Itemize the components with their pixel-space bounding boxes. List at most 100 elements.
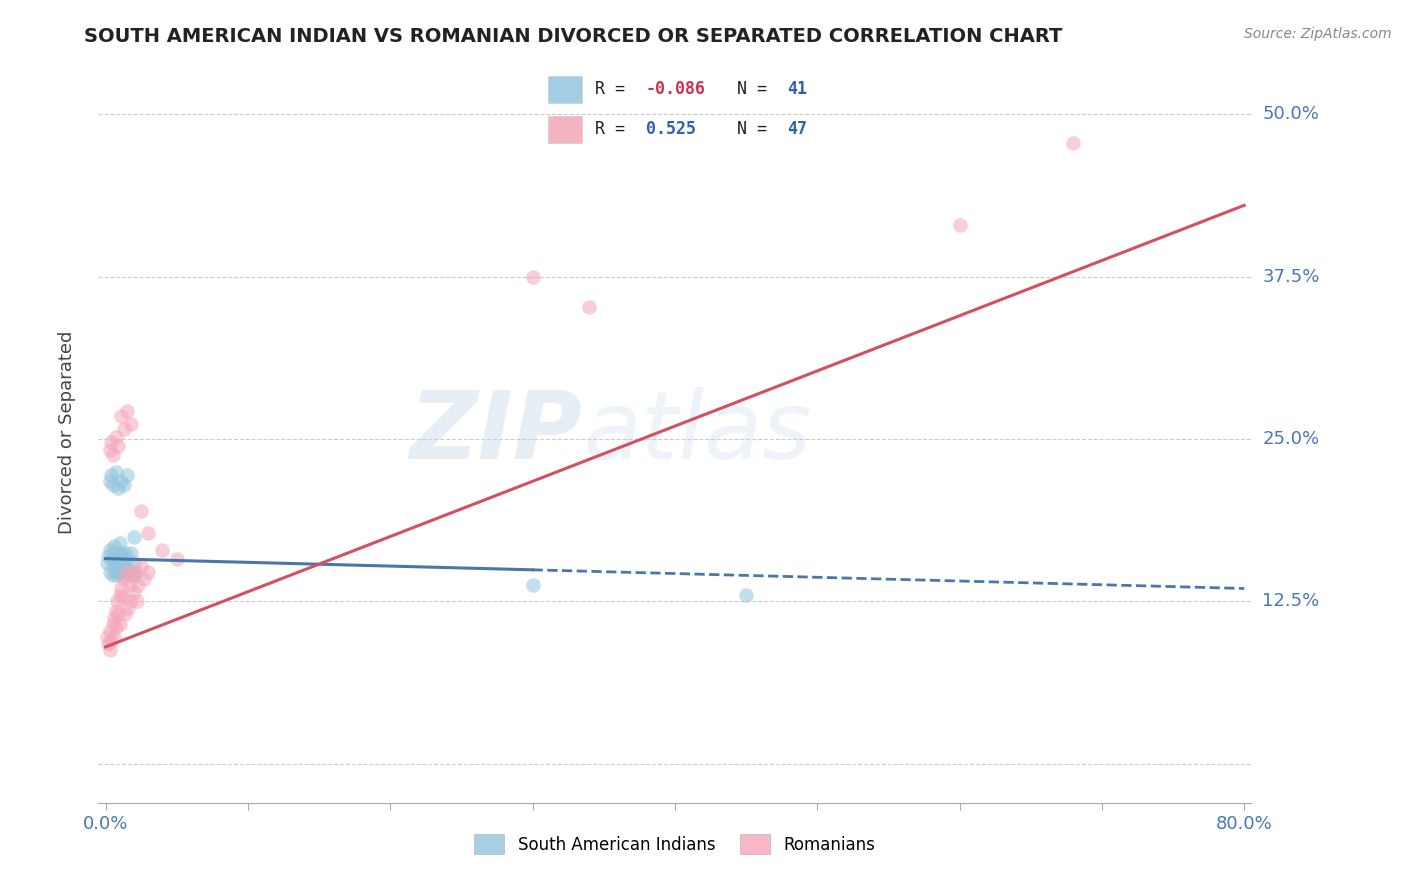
Text: ZIP: ZIP (409, 386, 582, 479)
Point (522, 269, 544, 284)
Point (152, 542, 174, 557)
Point (101, 616, 124, 631)
Point (111, 568, 134, 582)
Point (124, 568, 146, 582)
Point (98, 542, 121, 557)
Point (125, 594, 148, 608)
Point (108, 588, 131, 602)
Point (115, 565, 138, 579)
Point (103, 630, 125, 644)
Point (98, 442, 121, 457)
Point (105, 594, 128, 608)
Text: 12.5%: 12.5% (1263, 592, 1320, 610)
Point (1062, 136, 1084, 150)
Point (101, 546, 124, 560)
Point (108, 556, 131, 570)
FancyBboxPatch shape (548, 76, 582, 103)
Point (104, 429, 127, 443)
Point (120, 546, 142, 560)
Point (111, 591, 134, 605)
Text: 47: 47 (787, 120, 807, 138)
Point (98, 624, 121, 639)
Point (522, 577, 544, 591)
Point (114, 546, 136, 560)
Point (112, 556, 135, 570)
Point (111, 559, 134, 574)
Point (97, 549, 120, 563)
Point (98, 642, 121, 657)
Point (121, 568, 143, 582)
Point (104, 565, 127, 579)
Point (105, 568, 128, 582)
Point (110, 582, 132, 596)
Point (110, 474, 132, 488)
Point (101, 448, 124, 462)
Point (103, 559, 125, 574)
Point (120, 594, 142, 608)
Point (97, 637, 120, 651)
Text: 0.525: 0.525 (645, 120, 696, 138)
Text: N =: N = (737, 120, 776, 138)
Point (136, 525, 159, 540)
Point (108, 616, 131, 631)
Point (110, 409, 132, 423)
Point (117, 601, 139, 615)
Point (101, 477, 124, 491)
Point (122, 585, 145, 599)
Point (110, 565, 132, 579)
FancyBboxPatch shape (548, 116, 582, 143)
Text: 41: 41 (787, 80, 807, 98)
Point (107, 565, 129, 579)
Point (98, 565, 121, 579)
Text: -0.086: -0.086 (645, 80, 706, 98)
Point (124, 565, 146, 579)
Point (104, 465, 127, 479)
Text: N =: N = (737, 80, 776, 98)
Point (136, 565, 159, 579)
Text: atlas: atlas (582, 387, 811, 478)
Point (166, 551, 188, 566)
Point (115, 468, 138, 483)
Point (578, 300, 600, 314)
Point (114, 607, 136, 622)
Point (96, 556, 118, 570)
Point (101, 568, 124, 582)
Text: R =: R = (595, 120, 636, 138)
Text: 37.5%: 37.5% (1263, 268, 1320, 285)
Point (948, 218, 970, 232)
Point (129, 559, 152, 574)
Point (107, 439, 129, 453)
Point (103, 611, 125, 625)
Point (115, 403, 138, 417)
Point (120, 417, 142, 431)
Text: 25.0%: 25.0% (1263, 430, 1320, 448)
Point (108, 536, 131, 550)
Point (121, 565, 143, 579)
Point (104, 620, 127, 634)
Legend: South American Indians, Romanians: South American Indians, Romanians (468, 828, 882, 861)
Point (107, 546, 129, 560)
Point (110, 546, 132, 560)
Text: R =: R = (595, 80, 636, 98)
Point (103, 539, 125, 553)
Text: 50.0%: 50.0% (1263, 105, 1319, 123)
Point (118, 577, 141, 591)
Point (107, 607, 129, 622)
Point (100, 468, 122, 483)
Point (122, 529, 145, 543)
Point (100, 633, 122, 648)
Point (112, 573, 135, 587)
Point (122, 556, 145, 570)
Point (118, 568, 141, 582)
Point (104, 556, 127, 570)
Point (112, 422, 135, 436)
Point (107, 482, 129, 496)
Point (100, 434, 122, 449)
Point (127, 577, 149, 591)
Point (735, 588, 758, 602)
Point (132, 573, 155, 587)
Point (98, 474, 121, 488)
Point (112, 477, 135, 491)
Point (105, 551, 128, 566)
Point (129, 503, 152, 517)
